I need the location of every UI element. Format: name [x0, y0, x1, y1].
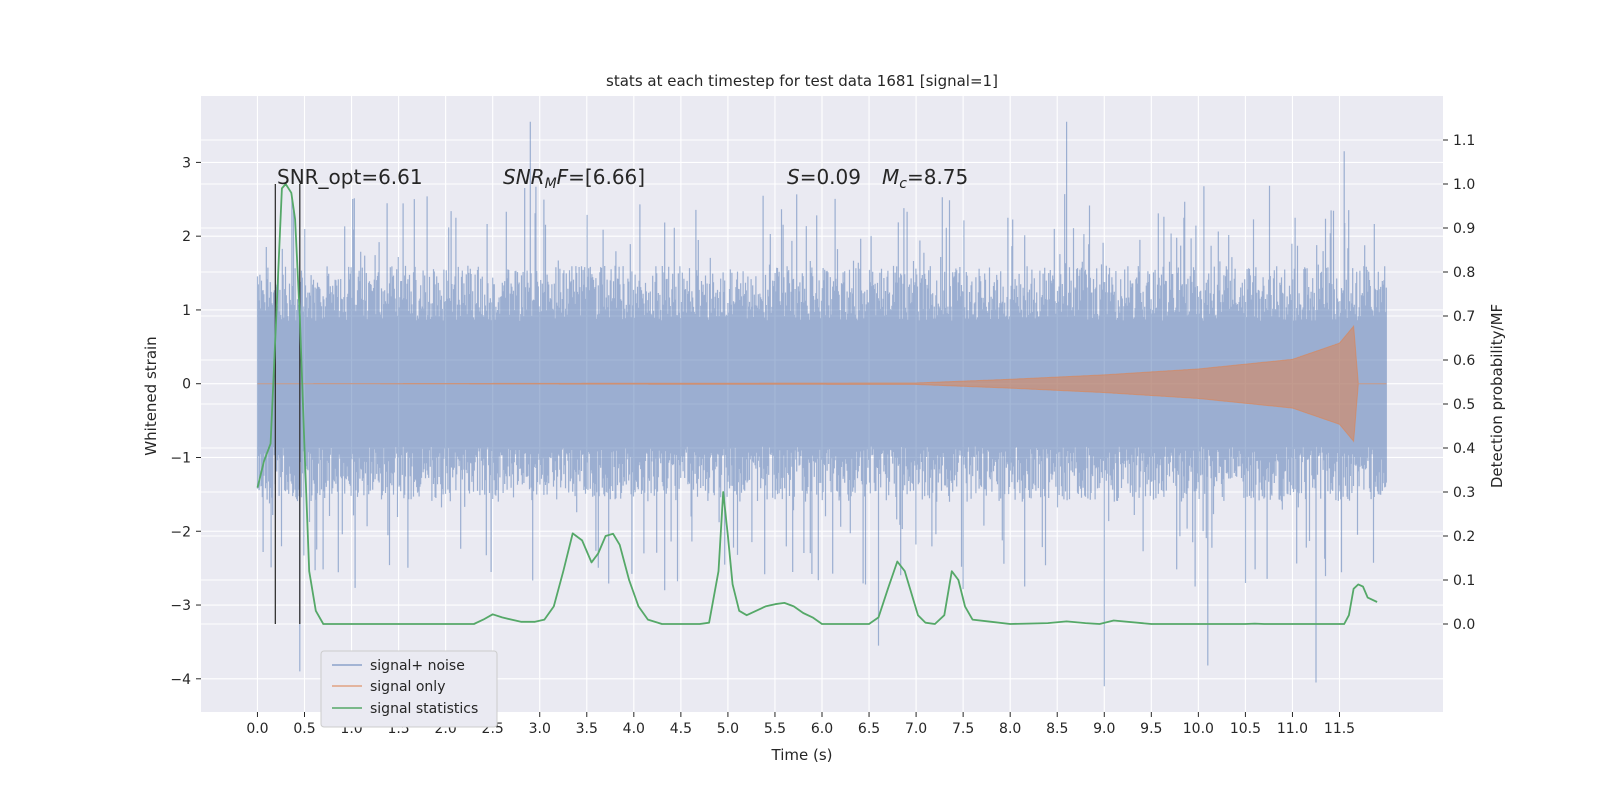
legend-label-signal-only: signal only: [370, 679, 445, 695]
x-tick-label: 5.0: [717, 721, 739, 737]
chirp-trace: [257, 324, 1387, 443]
y-tick-label: −3: [170, 598, 191, 614]
y-tick-label: −4: [170, 672, 191, 688]
x-tick-label: 6.5: [858, 721, 880, 737]
annotation-snr-mf: SNRMF=[6.66]: [503, 165, 645, 192]
x-tick-label: 6.0: [811, 721, 833, 737]
y-right-tick-label: 0.6: [1453, 353, 1475, 369]
y-right-tick-label: 0.8: [1453, 265, 1475, 281]
legend-label-signal-statistics: signal statistics: [370, 701, 478, 717]
x-tick-label: 8.0: [999, 721, 1021, 737]
legend-label-signal-plus-noise: signal+ noise: [370, 658, 465, 674]
y-right-tick-label: 0.3: [1453, 485, 1475, 501]
y-right-tick-label: 0.1: [1453, 573, 1475, 589]
y-right-tick-label: 0.2: [1453, 529, 1475, 545]
y-right-tick-label: 0.4: [1453, 441, 1475, 457]
annotation-s: S=0.09: [787, 165, 861, 189]
x-tick-label: 9.5: [1140, 721, 1162, 737]
annotation-mc: Mc=8.75: [882, 165, 968, 192]
y-tick-label: −2: [170, 524, 191, 540]
x-tick-label: 11.5: [1324, 721, 1355, 737]
y-tick-label: 1: [182, 303, 191, 319]
y-right-tick-label: 1.0: [1453, 177, 1475, 193]
legend: signal+ noise signal only signal statist…: [320, 650, 498, 728]
annotation-snr-opt: SNR_opt=6.61: [277, 165, 423, 189]
y-tick-label: −1: [170, 450, 191, 466]
y-tick-label: 3: [182, 155, 191, 171]
x-tick-label: 11.0: [1277, 721, 1308, 737]
y-tick-label: 0: [182, 377, 191, 393]
y-axis-label: Whitened strain: [142, 336, 160, 455]
x-tick-label: 7.0: [905, 721, 927, 737]
x-tick-label: 10.0: [1183, 721, 1214, 737]
legend-box: [320, 650, 498, 728]
axes: 0.0 0.5 1.0 1.5 2.0 2.5 3.0 3.5 4.0 4.5 5.0 5.5 6.0 6…: [170, 133, 1475, 737]
vertical-markers: [274, 184, 301, 624]
y-right-tick-label: 0.0: [1453, 617, 1475, 633]
x-tick-label: 0.5: [293, 721, 315, 737]
x-tick-label: 8.5: [1046, 721, 1068, 737]
y-axis-right-label: Detection probability/MF: [1488, 304, 1506, 488]
x-tick-label: 4.0: [623, 721, 645, 737]
x-tick-label: 7.5: [952, 721, 974, 737]
x-tick-label: 3.0: [529, 721, 551, 737]
statistics-trace: [256, 183, 1378, 625]
x-tick-label: 0.0: [246, 721, 268, 737]
x-tick-label: 4.5: [670, 721, 692, 737]
x-tick-label: 10.5: [1230, 721, 1261, 737]
x-axis-label: Time (s): [771, 746, 833, 764]
annotation-group: SNR_opt=6.61 SNRMF=[6.66] S=0.09 Mc=8.75: [277, 165, 968, 192]
series-signal-statistics: [256, 183, 1378, 625]
x-tick-label: 9.0: [1093, 721, 1115, 737]
x-tick-label: 3.5: [576, 721, 598, 737]
chart-title: stats at each timestep for test data 168…: [606, 72, 998, 90]
y-right-tick-label: 1.1: [1453, 133, 1475, 149]
y-tick-label: 2: [182, 229, 191, 245]
y-right-tick-label: 0.7: [1453, 309, 1475, 325]
x-tick-label: 5.5: [764, 721, 786, 737]
series-signal-only: [257, 324, 1387, 443]
y-right-tick-label: 0.5: [1453, 397, 1475, 413]
y-right-tick-label: 0.9: [1453, 221, 1475, 237]
